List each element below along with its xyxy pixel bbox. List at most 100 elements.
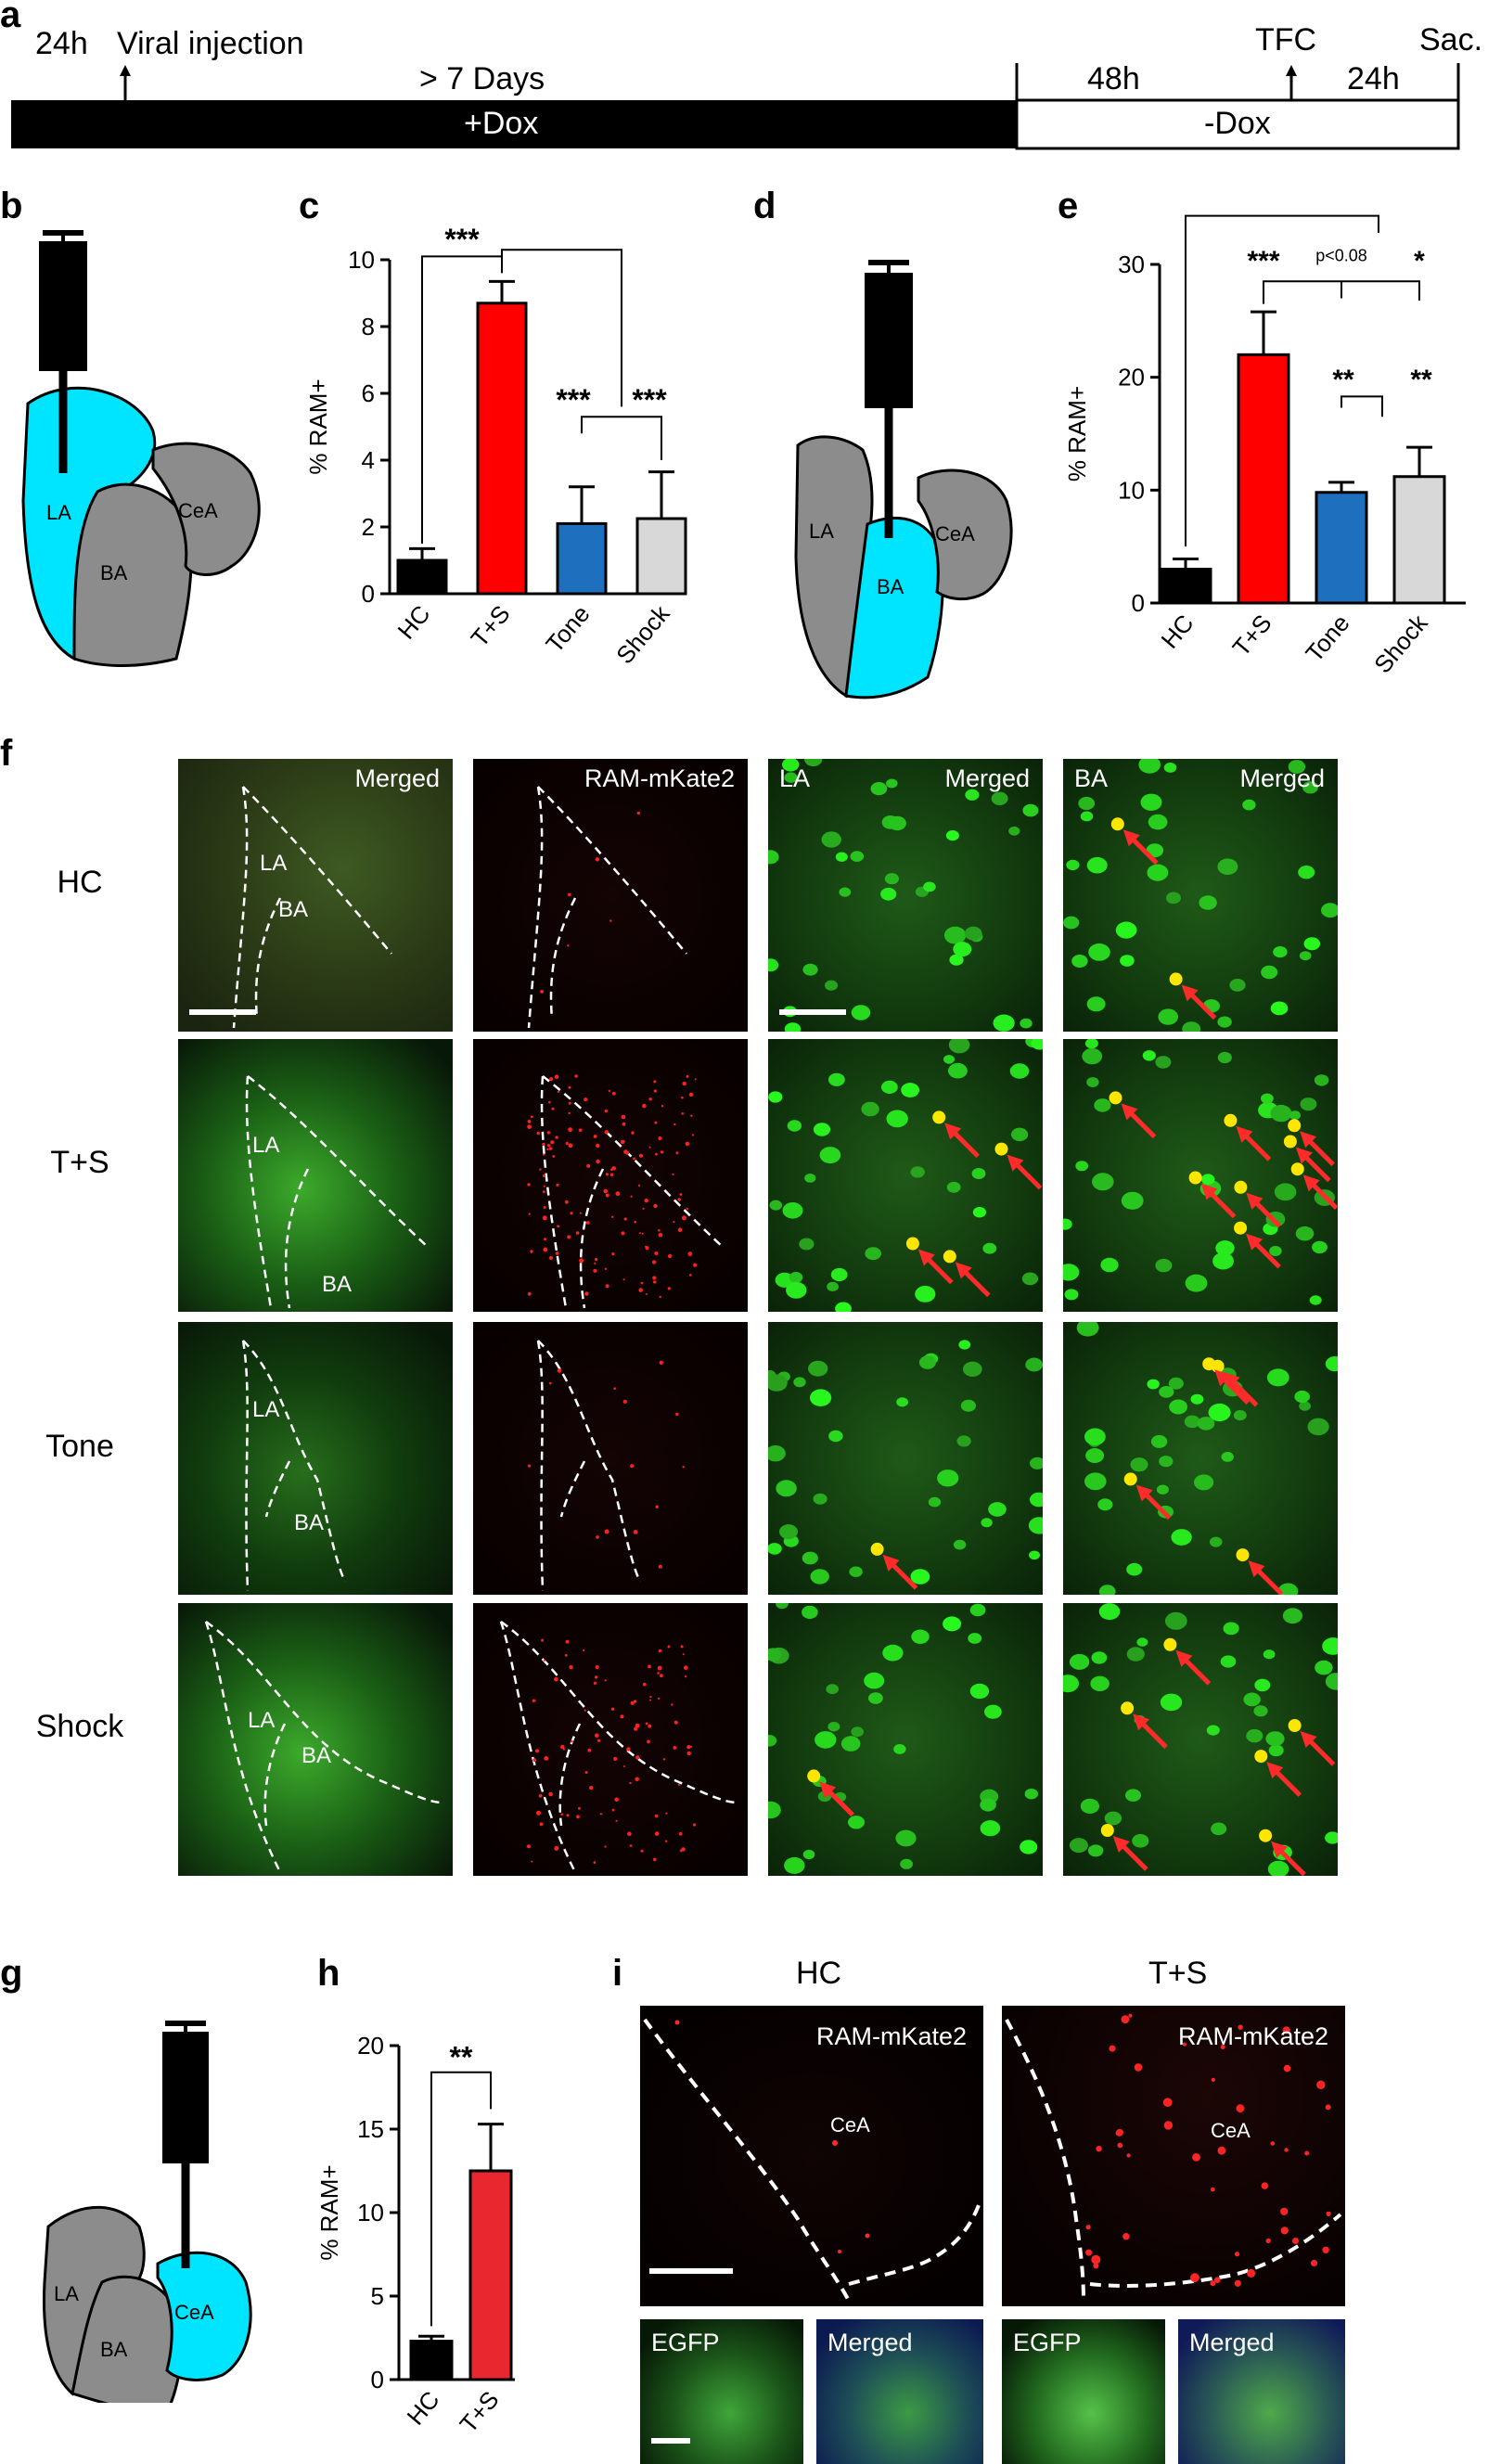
ram-positive-dot bbox=[1109, 2045, 1116, 2052]
ram-positive-dot bbox=[1182, 2042, 1187, 2047]
ram-positive-dot bbox=[595, 1258, 598, 1262]
ram-positive-dot bbox=[1280, 2207, 1289, 2215]
neuron-cell bbox=[1267, 1860, 1289, 1876]
ram-positive-dot bbox=[550, 1140, 555, 1145]
ram-positive-dot bbox=[654, 1831, 660, 1836]
label-ram: RAM-mKate2 bbox=[815, 2022, 967, 2050]
ram-positive-dot bbox=[635, 1777, 639, 1782]
ram-positive-dot bbox=[579, 1258, 584, 1264]
neuron-cell bbox=[1229, 979, 1246, 992]
neuron-cell bbox=[1084, 1472, 1107, 1491]
double-positive-cell bbox=[870, 1542, 884, 1556]
ram-positive-dot bbox=[679, 1193, 683, 1196]
ram-positive-dot bbox=[595, 1664, 599, 1670]
region-label-la: LA bbox=[260, 851, 287, 876]
ram-positive-dot bbox=[673, 1221, 675, 1224]
ram-positive-dot bbox=[1292, 2238, 1299, 2244]
ram-positive-dot bbox=[633, 1700, 637, 1703]
ram-positive-dot bbox=[1096, 2146, 1102, 2152]
ram-positive-dot bbox=[627, 1831, 632, 1836]
significance-bracket bbox=[430, 2071, 492, 2327]
neuron-cell bbox=[1302, 781, 1318, 794]
neuron-cell bbox=[1221, 1452, 1234, 1462]
significance-bracket bbox=[1340, 395, 1383, 417]
neuron-cell bbox=[802, 1551, 818, 1565]
neuron-cell bbox=[768, 1445, 786, 1462]
ram-positive-dot bbox=[672, 1173, 674, 1175]
region-boundary bbox=[242, 1340, 347, 1583]
region-boundary bbox=[247, 1075, 430, 1249]
neuron-cell bbox=[1254, 1678, 1271, 1692]
ram-positive-dot bbox=[608, 1089, 611, 1093]
timeline-24h-right: 24h bbox=[1347, 61, 1400, 96]
neuron-cell bbox=[804, 1174, 816, 1183]
arrow-head bbox=[1112, 1836, 1130, 1853]
neuron-cell bbox=[1121, 1191, 1144, 1210]
ram-positive-dot bbox=[609, 919, 612, 922]
ram-positive-dot bbox=[536, 1131, 540, 1136]
label-egfp: EGFP bbox=[651, 2329, 720, 2356]
region-boundary bbox=[232, 786, 249, 1029]
y-tick-label: 2 bbox=[362, 513, 375, 541]
ram-positive-dot bbox=[577, 1806, 581, 1810]
neuron-cell bbox=[1314, 1074, 1329, 1086]
bar-ts bbox=[1237, 353, 1290, 605]
ram-positive-dot bbox=[527, 1844, 531, 1849]
neuron-cell bbox=[1266, 1368, 1289, 1387]
neuron-cell bbox=[1028, 1517, 1043, 1534]
neuron-cell bbox=[1182, 1021, 1201, 1032]
ram-positive-dot bbox=[528, 1213, 531, 1215]
neuron-cell bbox=[915, 1286, 936, 1303]
ram-positive-dot bbox=[644, 1198, 648, 1203]
micrograph-f-ts-ram bbox=[473, 1039, 748, 1312]
neuron-cell bbox=[948, 1039, 970, 1054]
ram-positive-dot bbox=[673, 1720, 678, 1725]
ram-positive-dot bbox=[575, 1231, 580, 1235]
neuron-cell bbox=[1030, 1457, 1043, 1469]
ram-positive-dot bbox=[593, 1268, 597, 1273]
label-la: LA bbox=[779, 764, 811, 792]
neuron-cell bbox=[804, 759, 823, 767]
ram-positive-dot bbox=[583, 1649, 585, 1652]
ram-positive-dot bbox=[659, 1295, 661, 1299]
neuron-cell bbox=[980, 1798, 996, 1812]
neuron-cell bbox=[802, 1605, 818, 1619]
ram-positive-dot bbox=[568, 1101, 571, 1105]
arrow-head bbox=[1246, 1233, 1264, 1251]
ram-positive-dot bbox=[579, 1212, 582, 1214]
ram-positive-dot bbox=[638, 1288, 643, 1292]
neuron-cell bbox=[1299, 951, 1312, 961]
ram-positive-dot bbox=[645, 1246, 649, 1251]
ram-positive-dot bbox=[1163, 2121, 1174, 2130]
neuron-cell bbox=[1322, 1637, 1338, 1655]
neuron-cell bbox=[768, 850, 779, 865]
ram-positive-dot bbox=[556, 1183, 559, 1187]
ram-positive-dot bbox=[570, 1212, 573, 1215]
neuron-cell bbox=[945, 830, 959, 841]
ram-positive-dot bbox=[586, 1221, 590, 1225]
ram-positive-dot bbox=[587, 1748, 592, 1752]
y-tick-label: 20 bbox=[1118, 364, 1145, 391]
panel-label-a: a bbox=[0, 0, 21, 35]
micrograph-f-hc-merged: LA BA Merged bbox=[178, 759, 453, 1032]
ram-positive-dot bbox=[622, 1139, 625, 1143]
double-positive-cell bbox=[1163, 1637, 1177, 1651]
ram-positive-dot bbox=[1261, 2182, 1268, 2189]
neuron-cell bbox=[943, 1055, 955, 1064]
ram-positive-dot bbox=[565, 1141, 569, 1145]
neuron-cell bbox=[1261, 965, 1278, 980]
ram-positive-dot bbox=[551, 1107, 555, 1110]
neuron-cell bbox=[1142, 1050, 1156, 1061]
ram-positive-dot bbox=[1310, 2259, 1318, 2267]
neuron-cell bbox=[1029, 1550, 1040, 1560]
ram-positive-dot bbox=[1234, 2279, 1241, 2287]
arrow-head bbox=[819, 1781, 837, 1799]
neuron-cell bbox=[956, 1435, 971, 1447]
micrograph-f-hc-la-merged: LA Merged bbox=[768, 759, 1043, 1032]
ram-positive-dot bbox=[568, 1111, 571, 1115]
row-label-hc: HC bbox=[57, 865, 103, 900]
neuron-cell bbox=[1159, 1456, 1174, 1468]
ram-positive-dot bbox=[694, 1078, 697, 1081]
neuron-cell bbox=[1212, 1252, 1234, 1270]
ram-positive-dot bbox=[549, 1381, 552, 1385]
